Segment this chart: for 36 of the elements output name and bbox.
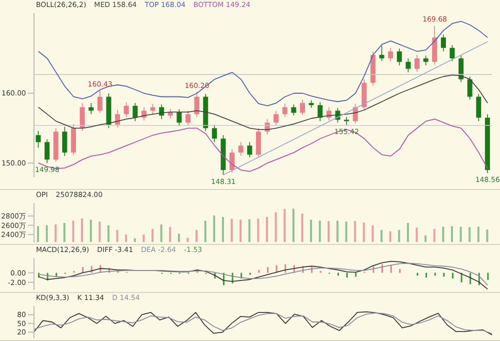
candlestick xyxy=(423,55,428,66)
candlestick xyxy=(62,126,68,156)
candlestick xyxy=(467,76,472,100)
candlestick xyxy=(159,104,164,120)
candlestick xyxy=(44,138,50,164)
candlestick xyxy=(80,102,85,132)
candlestick xyxy=(406,58,411,73)
candlestick xyxy=(476,94,482,122)
candlestick xyxy=(115,110,120,128)
candlestick xyxy=(282,103,288,118)
candlestick xyxy=(97,90,102,114)
candlestick xyxy=(36,130,41,148)
candlestick xyxy=(379,45,384,62)
line-series xyxy=(38,20,488,106)
candlestick xyxy=(396,48,402,66)
candlestick xyxy=(185,110,190,126)
candlestick xyxy=(414,54,420,72)
candlestick xyxy=(440,34,446,52)
candlestick xyxy=(230,148,235,174)
candlestick xyxy=(150,103,156,115)
candlestick xyxy=(132,102,138,122)
candlestick xyxy=(450,44,455,62)
candlestick xyxy=(212,124,217,143)
candlestick xyxy=(88,102,94,115)
candlestick xyxy=(291,104,296,116)
candlestick xyxy=(388,47,394,62)
candlestick xyxy=(176,108,182,126)
candlestick xyxy=(274,110,279,126)
candlestick xyxy=(194,91,200,118)
line-series xyxy=(38,118,488,172)
candlestick xyxy=(124,102,129,118)
candlestick xyxy=(256,128,261,158)
candlestick xyxy=(238,142,244,156)
candlestick xyxy=(300,99,305,116)
candlestick xyxy=(247,142,252,158)
candlestick xyxy=(318,102,323,122)
